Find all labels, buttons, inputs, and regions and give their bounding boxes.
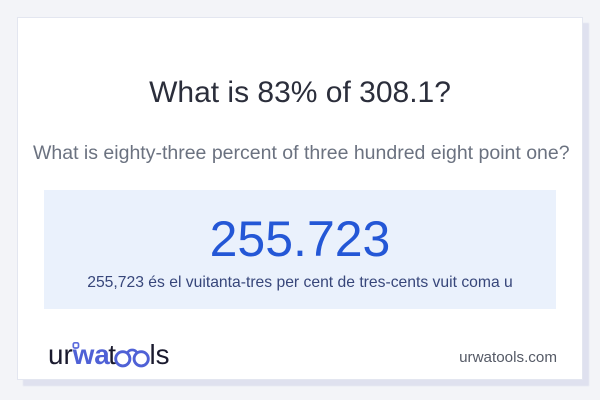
svg-text:ur: ur — [48, 341, 73, 370]
svg-text:ls: ls — [150, 341, 170, 370]
svg-text:wa: wa — [72, 341, 111, 370]
